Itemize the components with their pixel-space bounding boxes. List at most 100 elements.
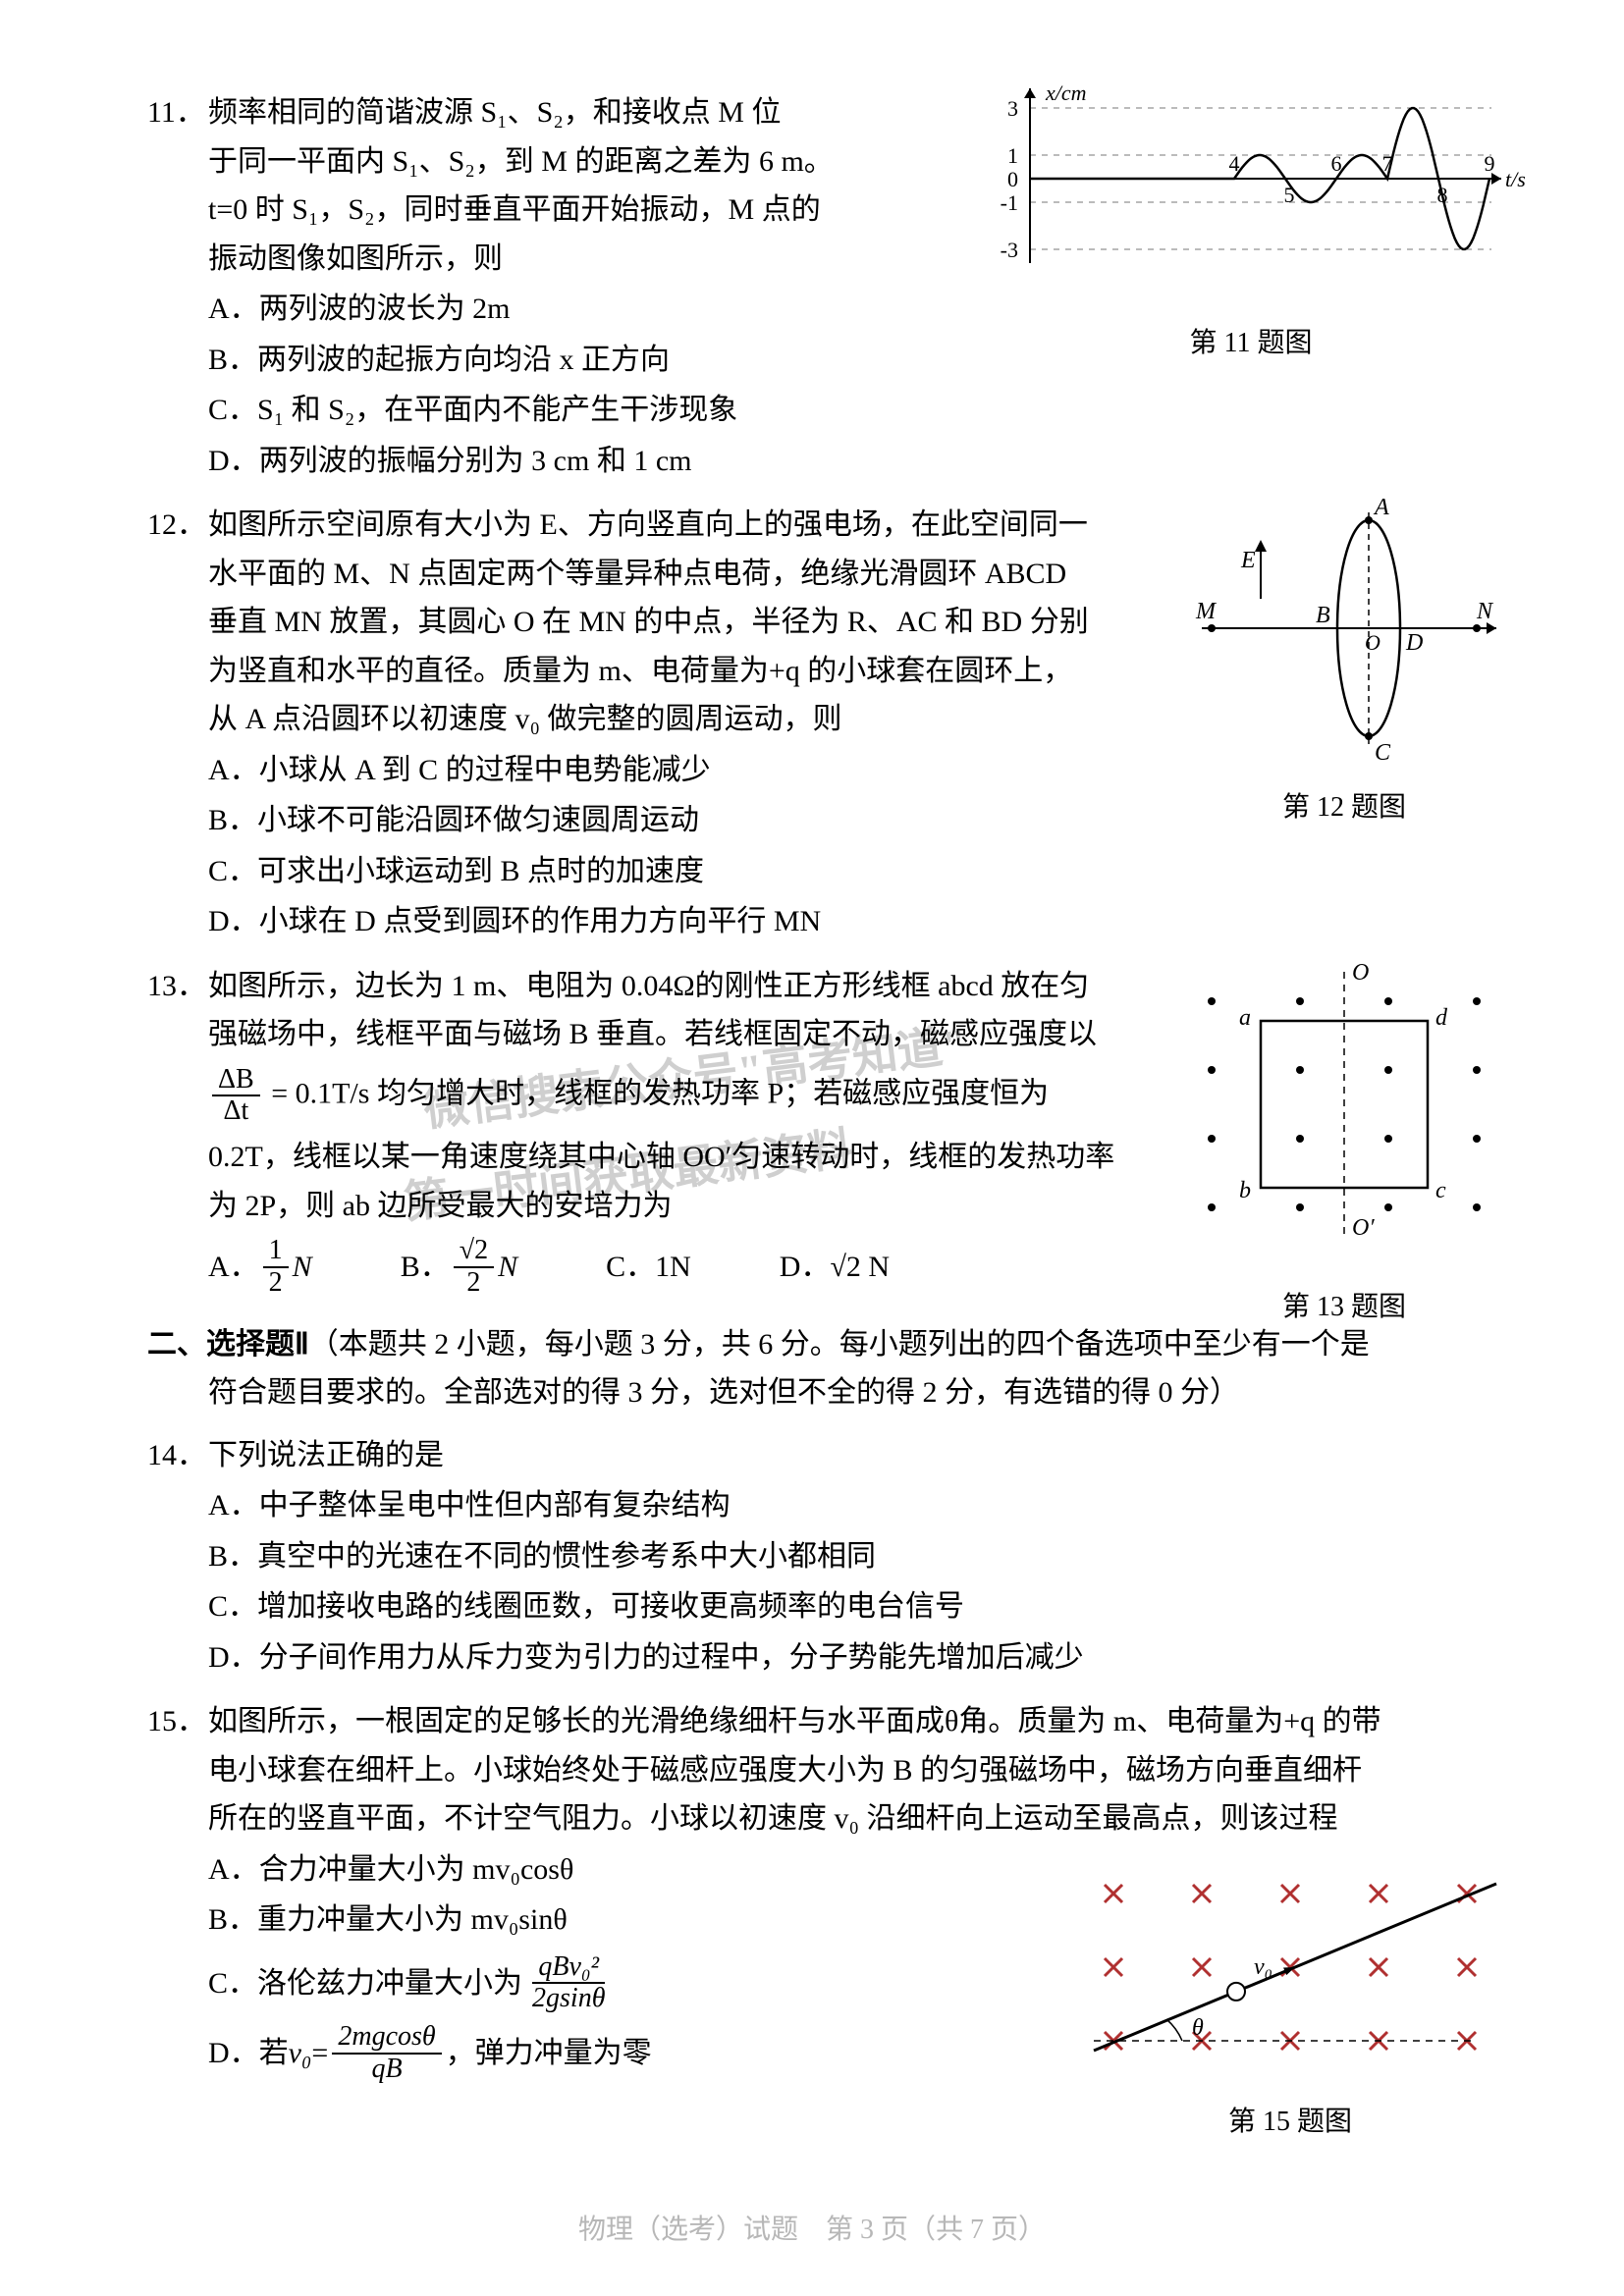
q13-diagram-svg: adbcOO′ [1172, 952, 1516, 1266]
page-footer: 物理（选考）试题 第 3 页（共 7 页） [0, 2208, 1624, 2253]
q12-line4: 为竖直和水平的直径。质量为 m、电荷量为+q 的小球套在圆环上， [208, 647, 1210, 696]
q15-option-a: A．合力冲量大小为 mv₀cosθ [208, 1845, 1072, 1895]
svg-text:O: O [1352, 960, 1369, 986]
q15-option-c: C．洛伦兹力冲量大小为 qBv₀² 2gsinθ [208, 1952, 1072, 2015]
section-2-header: 二、选择题Ⅱ（本题共 2 小题，每小题 3 分，共 6 分。每小题列出的四个备选… [147, 1320, 1496, 1417]
q15-line2: 电小球套在细杆上。小球始终处于磁感应强度大小为 B 的匀强磁场中，磁场方向垂直细… [208, 1746, 1543, 1795]
q15-c-frac: qBv₀² 2gsinθ [526, 1952, 611, 2015]
q13-frac: ΔB Δt [212, 1065, 260, 1128]
figure-12-caption: 第 12 题图 [1182, 785, 1506, 830]
svg-text:-3: -3 [1001, 238, 1018, 262]
svg-text:D: D [1405, 630, 1423, 656]
svg-text:3: 3 [1007, 96, 1018, 121]
svg-text:C: C [1375, 740, 1391, 766]
q14-option-a: A．中子整体呈电中性但内部有复杂结构 [208, 1481, 1496, 1530]
section-2-title-rest: （本题共 2 小题，每小题 3 分，共 6 分。每小题列出的四个备选项中至少有一… [309, 1328, 1370, 1361]
q12-line2: 水平面的 M、N 点固定两个等量异种点电荷，绝缘光滑圆环 ABCD [208, 550, 1210, 599]
q14-option-d: D．分子间作用力从斥力变为引力的过程中，分子势能先增加后减少 [208, 1633, 1496, 1682]
q13-post2: 为 2P，则 ab 边所受最大的安培力为 [208, 1182, 1200, 1231]
q15-line1: 如图所示，一根固定的足够长的光滑绝缘细杆与水平面成θ角。质量为 m、电荷量为+q… [208, 1697, 1543, 1746]
section-2-title-bold: 二、选择题Ⅱ [147, 1328, 309, 1361]
question-15: θv₀ 第 15 题图 15． 如图所示，一根固定的足够长的光滑绝缘细杆与水平面… [147, 1697, 1496, 2085]
q15-option-d: D．若 v₀ = 2mgcosθ qB ，弹力冲量为零 [208, 2022, 1072, 2085]
q11-option-d: D．两列波的振幅分别为 3 cm 和 1 cm [208, 437, 1496, 486]
q11-line4: 振动图像如图所示，则 [208, 235, 886, 284]
q13-frac-line: ΔB Δt = 0.1T/s 均匀增大时，线框的发热功率 P；若磁感应强度恒为 [208, 1065, 1200, 1128]
q13-post1: 0.2T，线框以某一角速度绕其中心轴 OO′匀速转动时，线框的发热功率 [208, 1133, 1200, 1182]
q13-pre2: 强磁场中，线框平面与磁场 B 垂直。若线框固定不动，磁感应强度以 [208, 1010, 1200, 1059]
svg-text:v₀: v₀ [1254, 1954, 1272, 1980]
svg-text:-1: -1 [1001, 190, 1018, 215]
svg-text:t/s: t/s [1505, 167, 1526, 191]
figure-15-caption: 第 15 题图 [1064, 2100, 1516, 2145]
q13-pre1: 如图所示，边长为 1 m、电阻为 0.04Ω的刚性正方形线框 abcd 放在匀 [208, 962, 1200, 1011]
figure-11-caption: 第 11 题图 [976, 321, 1526, 366]
svg-text:E: E [1240, 548, 1256, 573]
q13-option-d: D．√2 N [780, 1236, 890, 1299]
q13-option-c: C．1N [606, 1236, 691, 1299]
q14-number: 14． [147, 1431, 206, 1480]
q11-option-c: C．S₁ 和 S₂，在平面内不能产生干涉现象 [208, 386, 1496, 435]
figure-13: adbcOO′ 第 13 题图 [1172, 952, 1516, 1331]
svg-text:a: a [1239, 1005, 1251, 1031]
question-13: adbcOO′ 第 13 题图 微信搜索公众号"高考知道" 第一时间获取最新资料… [147, 962, 1496, 1299]
q12-diagram-svg: EACBDOMN [1182, 491, 1506, 766]
q14-option-c: C．增加接收电路的线圈匝数，可接收更高频率的电台信号 [208, 1582, 1496, 1631]
svg-text:d: d [1435, 1005, 1448, 1031]
q13-b-frac: √2 2 [454, 1236, 494, 1299]
question-11: 013-1-3456789x/cmt/s 第 11 题图 11． 频率相同的简谐… [147, 88, 1496, 485]
q13-number: 13． [147, 962, 206, 1011]
q13-a-pre: A． [208, 1243, 259, 1292]
figure-12: EACBDOMN 第 12 题图 [1182, 491, 1506, 830]
q12-number: 12． [147, 501, 206, 550]
q11-line3: t=0 时 S₁，S₂，同时垂直平面开始振动，M 点的 [208, 186, 886, 235]
q13-b-top: √2 [454, 1236, 494, 1268]
svg-text:1: 1 [1007, 143, 1018, 168]
svg-text:O′: O′ [1352, 1215, 1375, 1241]
q13-b-bot: 2 [460, 1268, 486, 1299]
q12-option-d: D．小球在 D 点受到圆环的作用力方向平行 MN [208, 897, 1496, 946]
q15-diagram-svg: θ v₀ [1064, 1854, 1516, 2080]
q15-d-eq: = [311, 2029, 328, 2078]
q13-a-post: N [293, 1243, 312, 1292]
q15-d-top: 2mgcosθ [332, 2022, 441, 2055]
q13-frac-post: = 0.1T/s 均匀增大时，线框的发热功率 P；若磁感应强度恒为 [264, 1077, 1049, 1109]
q12-line3: 垂直 MN 放置，其圆心 O 在 MN 的中点，半径为 R、AC 和 BD 分别 [208, 598, 1210, 647]
q11-graph-svg: 013-1-3456789x/cmt/s [976, 71, 1526, 301]
q13-option-b: B． √2 2 N [401, 1236, 517, 1299]
q14-text: 下列说法正确的是 [208, 1431, 1496, 1480]
q15-d-post: ，弹力冲量为零 [446, 2029, 652, 2078]
figure-15: θ v₀ 第 15 题图 [1064, 1854, 1516, 2145]
q13-a-top: 1 [263, 1236, 289, 1268]
q13-frac-top: ΔB [212, 1065, 260, 1097]
q13-frac-bot: Δt [217, 1096, 254, 1127]
q12-line5: 从 A 点沿圆环以初速度 v₀ 做完整的圆周运动，则 [208, 695, 1210, 744]
figure-11: 013-1-3456789x/cmt/s 第 11 题图 [976, 71, 1526, 366]
svg-text:0: 0 [1007, 167, 1018, 191]
q15-c-bot: 2gsinθ [526, 1984, 611, 2014]
q11-number: 11． [147, 88, 206, 137]
q14-option-b: B．真空中的光速在不同的惯性参考系中大小都相同 [208, 1532, 1496, 1581]
q15-option-b: B．重力冲量大小为 mv₀sinθ [208, 1896, 1072, 1945]
q15-d-frac: 2mgcosθ qB [332, 2022, 441, 2085]
q15-number: 15． [147, 1697, 206, 1746]
q15-d-pre: D．若 [208, 2029, 289, 2078]
q15-d-bot: qB [365, 2055, 407, 2085]
q15-d-v: v₀ [289, 2029, 312, 2078]
q13-option-a: A． 1 2 N [208, 1236, 312, 1299]
svg-text:9: 9 [1485, 151, 1495, 176]
q13-b-post: N [498, 1243, 517, 1292]
svg-text:O: O [1365, 630, 1380, 655]
svg-text:θ: θ [1192, 2015, 1204, 2041]
question-12: EACBDOMN 第 12 题图 12． 如图所示空间原有大小为 E、方向竖直向… [147, 501, 1496, 946]
svg-text:c: c [1435, 1178, 1446, 1203]
svg-text:N: N [1476, 599, 1494, 624]
figure-13-caption: 第 13 题图 [1172, 1285, 1516, 1330]
svg-text:B: B [1316, 603, 1330, 628]
svg-text:A: A [1373, 495, 1389, 520]
q11-line2: 于同一平面内 S₁、S₂，到 M 的距离之差为 6 m。 [208, 137, 886, 187]
q15-c-pre: C．洛伦兹力冲量大小为 [208, 1959, 522, 2008]
q13-a-bot: 2 [263, 1268, 289, 1299]
q15-line3: 所在的竖直平面，不计空气阻力。小球以初速度 v₀ 沿细杆向上运动至最高点，则该过… [208, 1794, 1543, 1843]
q15-c-top: qBv₀² [532, 1952, 605, 1985]
